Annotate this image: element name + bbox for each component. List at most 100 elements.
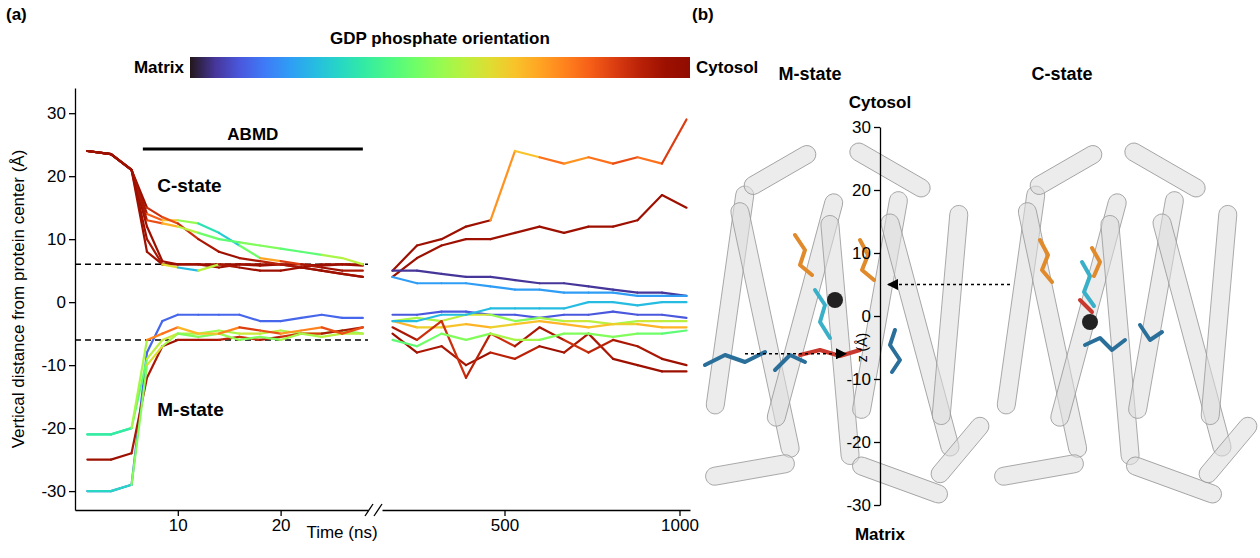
tick-label: 30: [47, 104, 66, 123]
trajectory-segment: [219, 252, 240, 258]
plot-area: [393, 119, 687, 377]
trajectory-segment: [342, 317, 363, 319]
trajectory-segment: [638, 365, 663, 371]
helix: [1122, 140, 1209, 201]
trajectory-segment: [540, 334, 565, 340]
trajectory-segment: [132, 170, 147, 252]
trajectory-segment: [393, 320, 418, 322]
trajectory-segment: [239, 337, 260, 340]
trajectory-segment: [342, 258, 363, 264]
trajectory-segment: [219, 264, 240, 267]
trajectory-segment: [342, 274, 363, 277]
trajectory-segment: [515, 339, 540, 341]
trajectory-segment: [87, 459, 111, 461]
residue: [1085, 338, 1125, 350]
trajectory-segment: [198, 239, 219, 252]
trajectory-segment: [239, 333, 260, 335]
trajectory-segment: [662, 315, 687, 318]
trajectory-segment: [281, 334, 302, 340]
trajectory-segment: [638, 324, 663, 327]
trajectory-segment: [564, 324, 589, 327]
trajectory: [393, 315, 687, 324]
trajectory-segment: [393, 327, 418, 340]
trajectory: [87, 151, 363, 277]
trajectory-segment: [322, 271, 343, 274]
trajectory-segment: [442, 282, 467, 284]
tick-label: 10: [852, 244, 871, 263]
trajectory-segment: [301, 334, 322, 337]
protein-cartoon: [993, 140, 1260, 506]
z-axis-bottom-label: Matrix: [855, 525, 906, 544]
tick-mark: [874, 379, 880, 380]
trajectory-segment: [662, 293, 687, 296]
trajectory-segment: [322, 315, 343, 318]
tick: 30: [852, 118, 880, 137]
trajectory-segment: [301, 268, 322, 271]
trajectory-segment: [147, 208, 162, 217]
trajectory-segment: [393, 340, 418, 346]
trajectory-segment: [442, 227, 467, 240]
tick-label: -20: [41, 419, 66, 438]
annotation-label: C-state: [157, 175, 221, 196]
trajectory-segment: [260, 245, 281, 248]
trajectory-segment: [589, 286, 614, 289]
trajectory-segment: [198, 339, 219, 341]
axis-line: [76, 510, 369, 511]
trajectory-segment: [613, 323, 638, 325]
trajectory-segment: [442, 314, 467, 316]
trajectory-segment: [281, 318, 302, 321]
colorbar-title: GDP phosphate orientation: [330, 29, 550, 48]
tick: -10: [41, 356, 75, 375]
trajectory-segment: [491, 286, 516, 289]
x-axis: 500 1000: [383, 510, 699, 535]
trajectory-segment: [540, 327, 565, 340]
trajectory: [87, 151, 363, 277]
trajectory-segment: [417, 334, 442, 347]
trajectory-segment: [613, 220, 638, 226]
trajectory-segment: [147, 346, 162, 377]
trajectory-segment: [417, 315, 442, 321]
panel-label: (a): [6, 5, 27, 24]
tick: 20: [47, 167, 75, 186]
tick-mark: [69, 491, 75, 492]
trajectory-segment: [515, 280, 540, 283]
trajectory-segment: [491, 233, 516, 239]
residue: [705, 352, 765, 365]
z-axis-top-label: Cytosol: [849, 93, 911, 112]
trajectory-segment: [281, 249, 302, 252]
colorbar-low-label: Matrix: [134, 58, 185, 77]
trajectory-segment: [393, 277, 418, 283]
tick-label: 30: [852, 118, 871, 137]
tick: 20: [272, 510, 291, 535]
annotation-label: ABMD: [227, 125, 278, 144]
trajectory-segment: [589, 324, 614, 327]
trajectory-segment: [564, 292, 589, 294]
tick-mark: [69, 239, 75, 240]
residue: [1140, 325, 1162, 340]
trajectory-segment: [239, 268, 260, 271]
tick-label: 500: [491, 516, 519, 535]
trajectory-segment: [87, 151, 111, 154]
trajectory-segment: [613, 293, 638, 296]
trajectory-segment: [540, 346, 565, 352]
trajectory-segment: [442, 334, 467, 340]
trajectory-segment: [111, 154, 132, 170]
trajectory-segment: [662, 301, 687, 303]
tick-mark: [874, 190, 880, 191]
trajectory-segment: [613, 359, 638, 365]
trajectory-segment: [87, 433, 111, 435]
trajectory: [393, 321, 687, 378]
trajectory-segment: [417, 312, 442, 315]
trajectory-segment: [393, 321, 418, 327]
trajectory-segment: [162, 264, 177, 267]
tick: -30: [41, 482, 75, 501]
trajectory: [393, 334, 687, 372]
trajectory-segment: [260, 337, 281, 340]
trajectory-segment: [87, 151, 111, 154]
tick-mark: [69, 176, 75, 177]
tick: 1000: [661, 510, 699, 535]
trajectory-segment: [393, 318, 418, 321]
residue: [1092, 248, 1100, 276]
trajectory-segment: [111, 154, 132, 170]
residue: [890, 330, 900, 372]
